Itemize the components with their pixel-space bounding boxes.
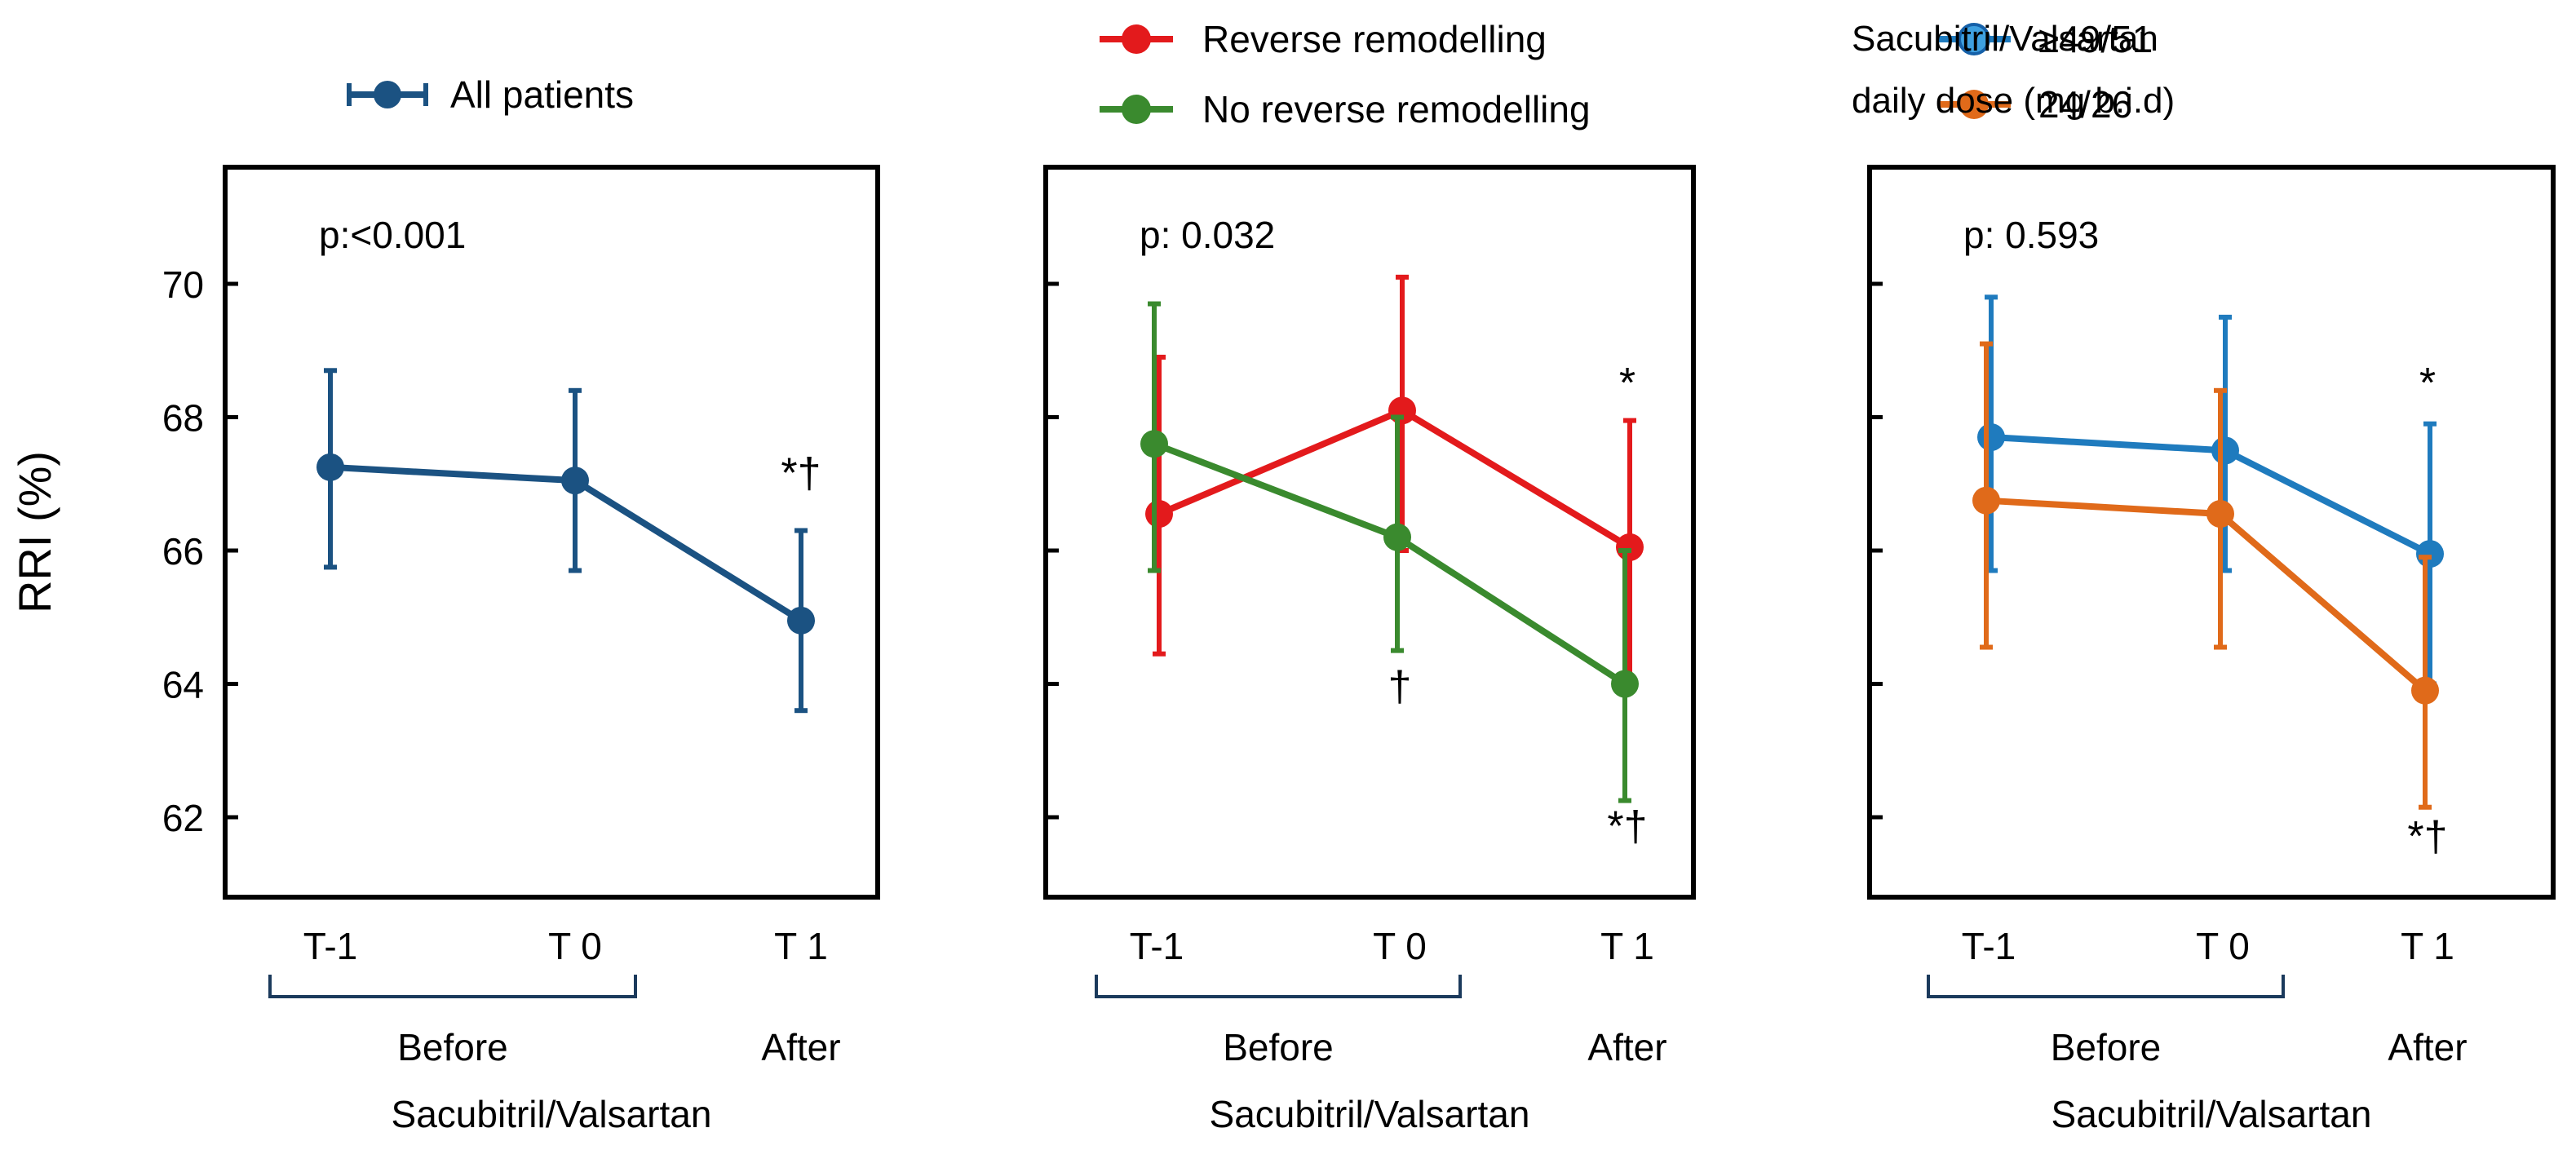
data-point [1616,533,1644,561]
data-point [1611,670,1639,698]
data-point [2416,540,2444,568]
group-label-before: Before [397,1026,508,1068]
x-tick-label: T 1 [774,925,828,967]
significance-marker: *† [1607,803,1647,851]
legend-marker [1958,23,1990,55]
data-point [1383,523,1411,551]
group-label-after: After [2388,1026,2467,1068]
x-axis-label: Sacubitril/Valsartan [2052,1093,2372,1135]
p-value-label: p: 0.593 [1963,214,2099,256]
legend-marker [1122,24,1151,54]
series-line [1985,497,2428,693]
group-label-before: Before [2051,1026,2162,1068]
plot-frame [1043,165,1696,900]
significance-marker: * [1619,360,1635,407]
x-tick-label: T-1 [1962,925,2016,967]
data-point [787,606,815,635]
data-point [1388,396,1416,425]
p-value-label: p:<0.001 [319,214,466,256]
y-tick-label: 64 [162,664,204,706]
legend-label: All patients [450,73,634,116]
before-bracket [1095,975,1462,998]
data-point [2211,436,2239,465]
series-line [1990,434,2432,557]
y-tick-label: 70 [162,263,204,306]
before-bracket [268,975,637,998]
legend-label: No reverse remodelling [1202,88,1591,130]
data-point [1972,486,2000,515]
data-point [316,453,344,481]
significance-marker: * [2419,360,2436,407]
y-tick-label: 66 [162,530,204,573]
plot-frame [223,165,880,900]
legend-title-line-1: Sacubitril/Valsartan [1852,19,2158,59]
legend-title-line-2: daily dose (mg b.i.d) [1852,81,2175,121]
y-tick-label: 68 [162,397,204,440]
series-line [1153,440,1627,687]
plot-frame [1867,165,2556,900]
x-tick-label: T-1 [303,925,357,967]
x-tick-label: T 0 [548,925,602,967]
x-tick-label: T 1 [1600,925,1654,967]
before-bracket [1927,975,2285,998]
x-tick-label: T-1 [1130,925,1184,967]
significance-marker: *† [2407,813,2447,860]
significance-marker: *† [781,449,821,497]
significance-marker: † [1388,663,1412,710]
y-tick-label: 62 [162,797,204,839]
data-point [561,467,589,495]
x-tick-label: T 0 [1373,925,1427,967]
data-point [1977,423,2005,452]
group-label-after: After [761,1026,840,1068]
group-label-before: Before [1223,1026,1334,1068]
data-point [2206,500,2234,529]
data-point [1145,500,1173,529]
legend-marker [374,81,401,108]
legend-label: ≥49/51 [2038,18,2153,60]
p-value-label: p: 0.032 [1140,214,1275,256]
x-axis-label: Sacubitril/Valsartan [392,1093,712,1135]
x-tick-label: T 1 [2401,925,2454,967]
data-point [2411,676,2439,705]
legend-marker [1122,95,1151,124]
x-axis-label: Sacubitril/Valsartan [1210,1093,1530,1135]
data-point [1140,430,1168,458]
legend-label: Reverse remodelling [1202,18,1547,60]
legend-marker [1959,90,1989,119]
group-label-after: After [1587,1026,1666,1068]
legend-label: 24/26 [2038,83,2132,126]
y-axis-label: RRI (%) [9,451,60,613]
x-tick-label: T 0 [2196,925,2250,967]
